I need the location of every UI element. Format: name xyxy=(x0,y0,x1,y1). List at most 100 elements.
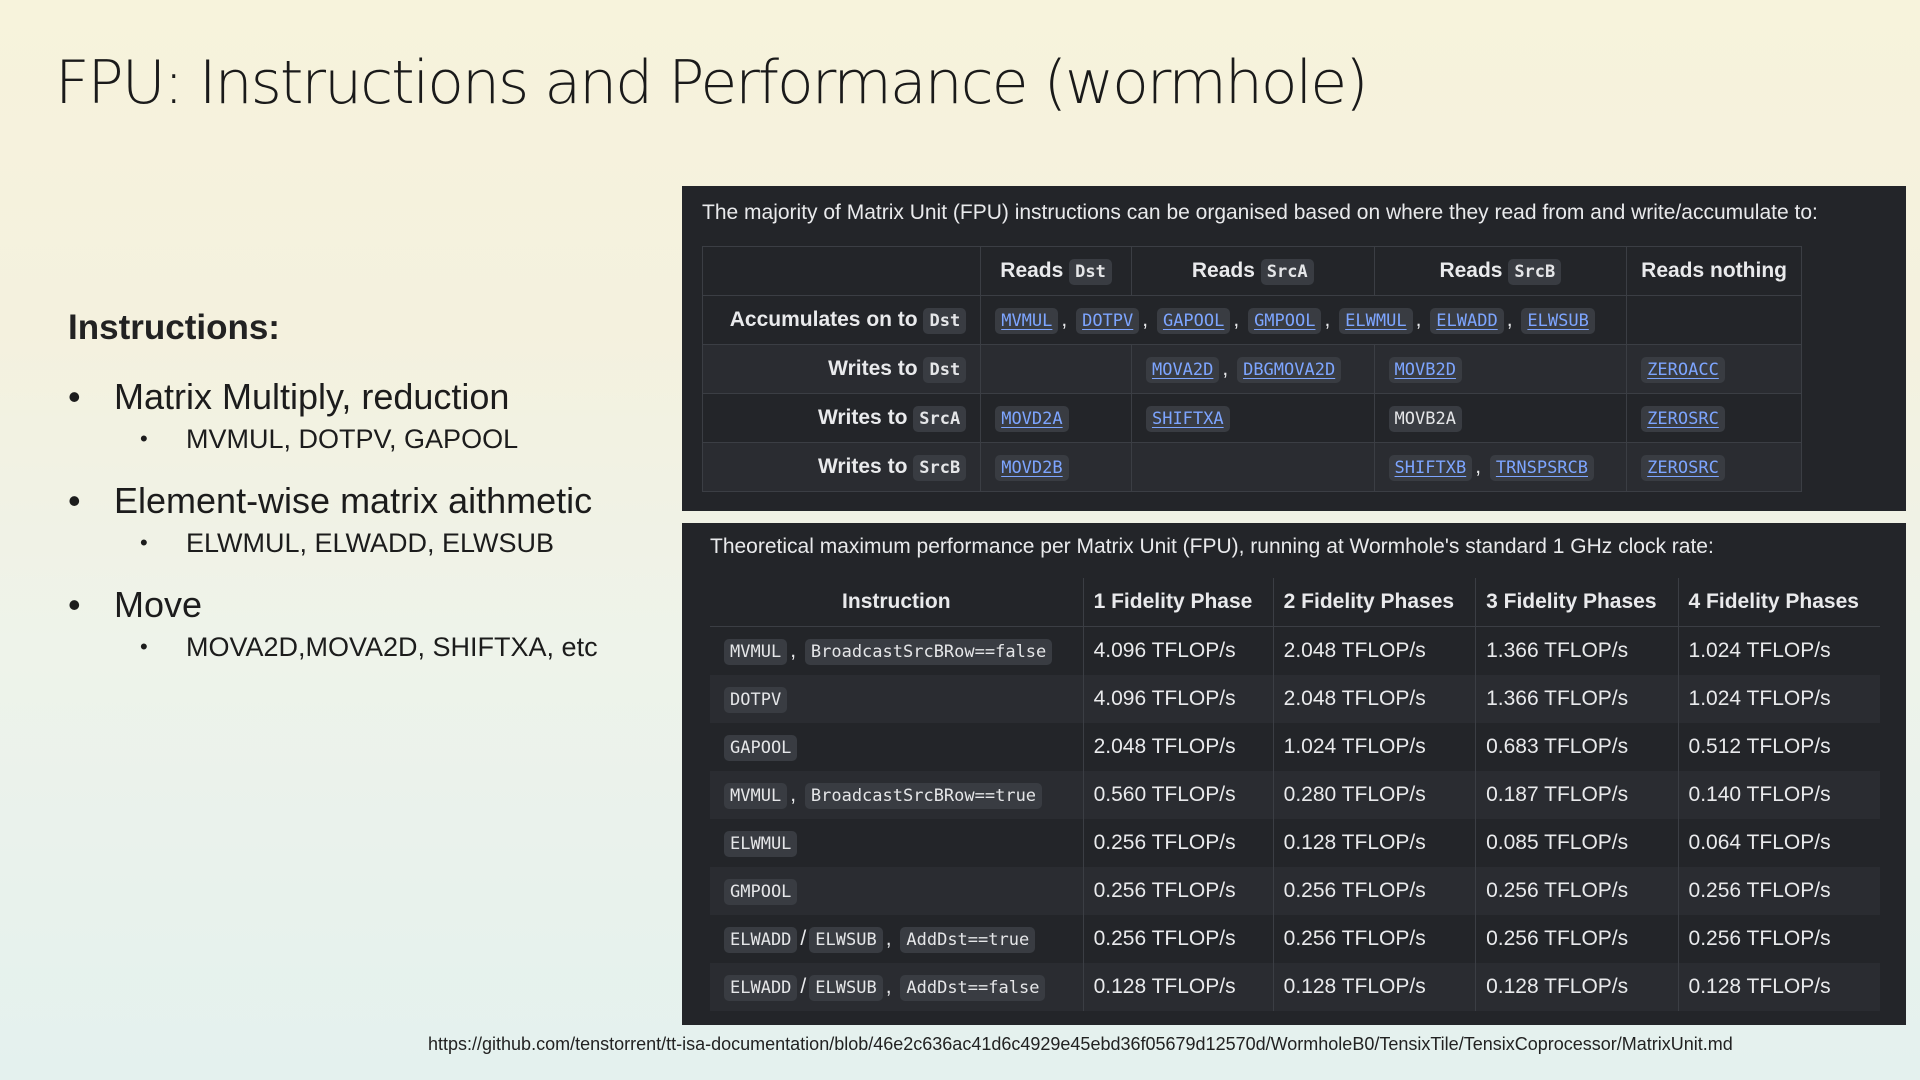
accumulate-instructions-cell: MVMUL, DOTPV, GAPOOL, GMPOOL, ELWMUL, EL… xyxy=(980,295,1628,345)
elwadd-link[interactable]: ELWADD xyxy=(1430,308,1504,334)
instruction-organization-table: Reads Dst Reads SrcA Reads SrcB Reads no… xyxy=(701,246,1802,492)
perf-value: 0.512 TFLOP/s xyxy=(1677,723,1880,771)
perf-value: 0.140 TFLOP/s xyxy=(1677,771,1880,819)
perf-value: 1.366 TFLOP/s xyxy=(1475,675,1679,723)
empty-cell xyxy=(1130,442,1375,492)
header-4-fidelity-phases: 4 Fidelity Phases xyxy=(1677,578,1880,627)
perf-value: 0.064 TFLOP/s xyxy=(1677,819,1880,867)
instruction-cell: MVMUL, BroadcastSrcBRow==true xyxy=(710,771,1084,819)
perf-value: 0.683 TFLOP/s xyxy=(1475,723,1679,771)
empty-cell xyxy=(1626,295,1802,345)
table-row: MVMUL, BroadcastSrcBRow==true 0.560 TFLO… xyxy=(710,771,1880,819)
table-row: GAPOOL 2.048 TFLOP/s 1.024 TFLOP/s 0.683… xyxy=(710,723,1880,771)
header-instruction: Instruction xyxy=(710,578,1084,627)
perf-value: 1.024 TFLOP/s xyxy=(1677,626,1880,675)
perf-value: 0.256 TFLOP/s xyxy=(1677,915,1880,963)
instruction-cell: ELWMUL xyxy=(710,819,1083,867)
row-header-accumulates: Accumulates on to Dst xyxy=(701,295,982,345)
instruction-cell: GAPOOL xyxy=(710,723,1083,771)
perf-value: 0.128 TFLOP/s xyxy=(1082,963,1274,1011)
table-row: Writes to SrcB MOVD2B SHIFTXB, TRNSPSRCB… xyxy=(701,442,1802,492)
zerosrc-link[interactable]: ZEROSRC xyxy=(1641,455,1725,481)
table-row: ELWMUL 0.256 TFLOP/s 0.128 TFLOP/s 0.085… xyxy=(710,819,1880,867)
perf-value: 0.280 TFLOP/s xyxy=(1272,771,1476,819)
table-cell: ZEROACC xyxy=(1626,344,1802,394)
perf-value: 1.366 TFLOP/s xyxy=(1475,626,1679,675)
perf-value: 1.024 TFLOP/s xyxy=(1272,723,1476,771)
slide-title: FPU: Instructions and Performance (wormh… xyxy=(55,48,1369,118)
perf-value: 0.256 TFLOP/s xyxy=(1082,867,1274,915)
movd2b-link[interactable]: MOVD2B xyxy=(995,455,1069,481)
instructions-section: Instructions: Matrix Multiply, reduction… xyxy=(68,308,668,688)
header-3-fidelity-phases: 3 Fidelity Phases xyxy=(1475,578,1679,627)
perf-value: 0.256 TFLOP/s xyxy=(1677,867,1880,915)
table-cell: MOVD2B xyxy=(980,442,1132,492)
movb2d-link[interactable]: MOVB2D xyxy=(1388,357,1462,383)
source-url: https://github.com/tenstorrent/tt-isa-do… xyxy=(428,1034,1733,1054)
row-header-writes-dst: Writes to Dst xyxy=(701,344,982,394)
header-reads-nothing: Reads nothing xyxy=(1626,246,1802,296)
perf-value: 0.256 TFLOP/s xyxy=(1475,915,1679,963)
movd2a-link[interactable]: MOVD2A xyxy=(995,406,1069,432)
elwmul-link[interactable]: ELWMUL xyxy=(1339,308,1413,334)
performance-table: Instruction 1 Fidelity Phase 2 Fidelity … xyxy=(710,578,1880,1011)
perf-value: 2.048 TFLOP/s xyxy=(1272,626,1476,675)
perf-value: 1.024 TFLOP/s xyxy=(1677,675,1880,723)
row-header-writes-srca: Writes to SrcA xyxy=(701,393,982,443)
header-2-fidelity-phases: 2 Fidelity Phases xyxy=(1272,578,1476,627)
instruction-group: Matrix Multiply, reduction MVMUL, DOTPV,… xyxy=(68,376,668,456)
table-row: Writes to Dst MOVA2D, DBGMOVA2D MOVB2D Z… xyxy=(701,344,1802,394)
table-row: DOTPV 4.096 TFLOP/s 2.048 TFLOP/s 1.366 … xyxy=(710,675,1880,723)
perf-value: 2.048 TFLOP/s xyxy=(1272,675,1476,723)
table-cell: SHIFTXB, TRNSPSRCB xyxy=(1373,442,1628,492)
instructions-list: Matrix Multiply, reduction MVMUL, DOTPV,… xyxy=(68,376,668,664)
mova2d-link[interactable]: MOVA2D xyxy=(1145,357,1220,383)
organization-intro: The majority of Matrix Unit (FPU) instru… xyxy=(702,201,1818,224)
sub-bullet-text: ELWMUL, ELWADD, ELWSUB xyxy=(68,526,668,560)
empty-cell xyxy=(980,344,1132,394)
table-cell: MOVB2A xyxy=(1373,393,1628,443)
elwsub-link[interactable]: ELWSUB xyxy=(1521,308,1595,334)
perf-value: 0.085 TFLOP/s xyxy=(1475,819,1679,867)
table-cell: SHIFTXA xyxy=(1130,393,1375,443)
zeroacc-link[interactable]: ZEROACC xyxy=(1641,357,1725,383)
performance-intro: Theoretical maximum performance per Matr… xyxy=(710,535,1714,558)
table-cell: MOVA2D, DBGMOVA2D xyxy=(1130,344,1375,394)
instruction-cell: MVMUL, BroadcastSrcBRow==false xyxy=(710,627,1083,676)
perf-value: 4.096 TFLOP/s xyxy=(1082,675,1274,723)
zerosrc-link[interactable]: ZEROSRC xyxy=(1641,406,1725,432)
corner-header xyxy=(701,246,982,296)
mvmul-link[interactable]: MVMUL xyxy=(995,308,1059,334)
perf-value: 0.128 TFLOP/s xyxy=(1272,819,1476,867)
perf-value: 2.048 TFLOP/s xyxy=(1082,723,1274,771)
shiftxb-link[interactable]: SHIFTXB xyxy=(1388,455,1473,481)
perf-value: 4.096 TFLOP/s xyxy=(1082,626,1274,675)
table-cell: ZEROSRC xyxy=(1626,442,1802,492)
instruction-organization-panel: The majority of Matrix Unit (FPU) instru… xyxy=(682,186,1906,511)
dbgmova2d-link[interactable]: DBGMOVA2D xyxy=(1237,357,1342,383)
table-cell: MOVB2D xyxy=(1373,344,1628,394)
perf-value: 0.128 TFLOP/s xyxy=(1475,963,1679,1011)
table-row: Writes to SrcA MOVD2A SHIFTXA MOVB2A ZER… xyxy=(701,393,1802,443)
instruction-cell: ELWADD / ELWSUB, AddDst==true xyxy=(710,915,1083,963)
dotpv-link[interactable]: DOTPV xyxy=(1076,308,1140,334)
perf-value: 0.256 TFLOP/s xyxy=(1272,867,1476,915)
header-1-fidelity-phase: 1 Fidelity Phase xyxy=(1082,578,1274,627)
table-row: ELWADD / ELWSUB, AddDst==false 0.128 TFLOP… xyxy=(710,963,1880,1011)
table-cell: ZEROSRC xyxy=(1626,393,1802,443)
trnspsrcb-link[interactable]: TRNSPSRCB xyxy=(1489,455,1595,481)
bullet-text: Element-wise matrix aithmetic xyxy=(68,480,668,522)
bullet-text: Matrix Multiply, reduction xyxy=(68,376,668,418)
perf-value: 0.187 TFLOP/s xyxy=(1475,771,1679,819)
instruction-group: Element-wise matrix aithmetic ELWMUL, EL… xyxy=(68,480,668,560)
shiftxa-link[interactable]: SHIFTXA xyxy=(1145,406,1230,432)
gmpool-link[interactable]: GMPOOL xyxy=(1248,308,1322,334)
perf-value: 0.256 TFLOP/s xyxy=(1082,915,1274,963)
performance-panel: Theoretical maximum performance per Matr… xyxy=(682,523,1906,1025)
instructions-heading: Instructions: xyxy=(68,308,280,347)
instruction-cell: DOTPV xyxy=(710,675,1084,723)
table-row: Accumulates on to Dst MVMUL, DOTPV, GAPO… xyxy=(701,295,1802,345)
gapool-link[interactable]: GAPOOL xyxy=(1156,308,1231,334)
instruction-group: Move MOVA2D,MOVA2D, SHIFTXA, etc xyxy=(68,584,668,664)
perf-value: 0.128 TFLOP/s xyxy=(1677,963,1880,1011)
